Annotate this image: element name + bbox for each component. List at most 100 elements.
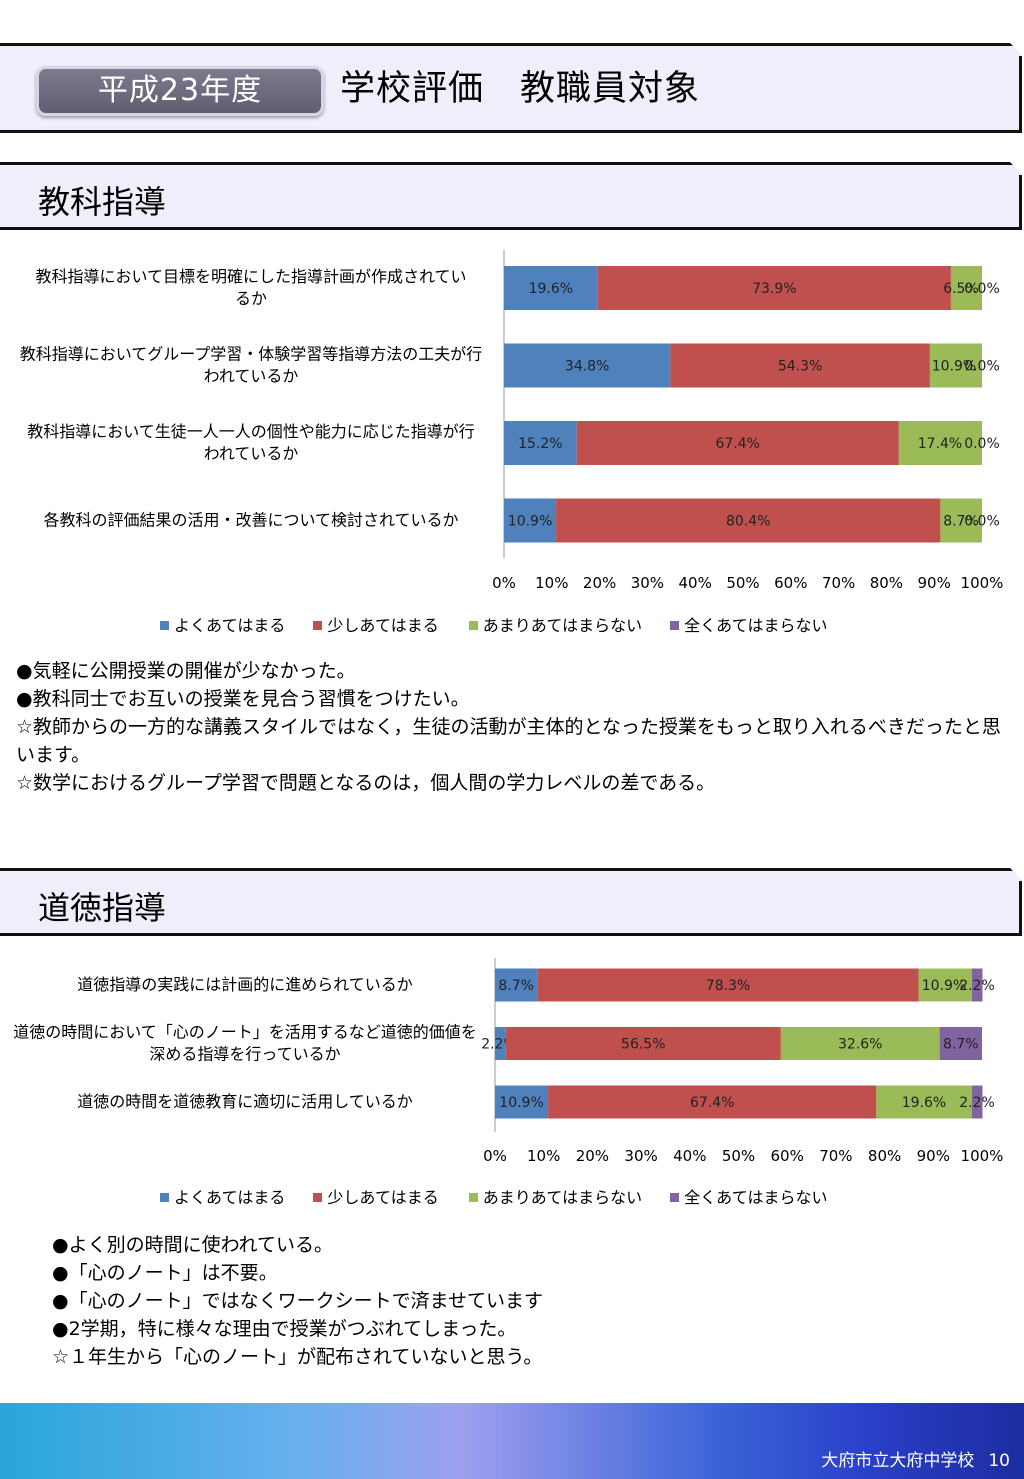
x-tick-label: 0% (483, 1147, 507, 1165)
section-banner-moral-guidance: 道徳指導 (0, 868, 1024, 936)
comment-line: ●教科同士でお互いの授業を見合う習慣をつけたい。 (16, 688, 470, 710)
bar-segment (495, 968, 538, 1002)
footer-text: 大府市立大府中学校 10 (807, 1446, 1010, 1471)
x-tick-label: 40% (679, 574, 712, 592)
legend-item: 少しあてはまる (313, 1184, 439, 1208)
data-label: 0.0% (964, 436, 1000, 452)
category-label: 道徳の時間において「心のノート」を活用するなど道徳的価値を (13, 1023, 477, 1042)
section-title: 道徳指導 (38, 889, 167, 927)
x-tick-label: 40% (673, 1147, 706, 1165)
chart-legend: よくあてはまる 少しあてはまる あまりあてはまらない 全くあてはまらない (160, 612, 856, 636)
legend-label: 全くあてはまらない (684, 616, 828, 635)
x-tick-label: 90% (917, 1147, 950, 1165)
year-badge: 平成23年度 (36, 66, 324, 116)
bar-segment (940, 498, 982, 543)
x-tick-label: 20% (583, 574, 616, 592)
data-label: 6.5% (943, 281, 979, 297)
bar-segment (495, 1027, 506, 1060)
category-label: 道徳指導の実践には計画的に進められているか (77, 975, 413, 994)
x-tick-label: 80% (870, 574, 903, 592)
legend-label: 全くあてはまらない (684, 1188, 828, 1207)
x-tick-label: 80% (868, 1147, 901, 1165)
comment-line: ●よく別の時間に使われている。 (52, 1234, 334, 1256)
banner-edge (1019, 56, 1022, 133)
bar-segment (576, 421, 899, 465)
bar-segment (898, 421, 982, 465)
school-name: 大府市立大府中学校 (821, 1451, 975, 1471)
legend-swatch (670, 621, 680, 630)
comment-line: ●気軽に公開授業の開催が少なかった。 (16, 660, 356, 682)
category-label: 教科指導においてグループ学習・体験学習等指導方法の工夫が行 (20, 345, 483, 364)
category-label: われているか (204, 444, 299, 463)
bar-segment (971, 1085, 983, 1119)
data-label: 0.0% (964, 281, 1000, 297)
bar-segment (929, 343, 982, 388)
data-label: 8.7% (943, 514, 979, 530)
legend-item: 少しあてはまる (313, 612, 439, 636)
legend-item: よくあてはまる (160, 1184, 285, 1208)
category-label: 各教科の評価結果の活用・改善について検討されているか (43, 511, 458, 530)
legend-item: あまりあてはまらない (468, 612, 643, 636)
comment-line: ●2学期，特に様々な理由で授業がつぶれてしまった。 (52, 1318, 517, 1340)
x-tick-label: 90% (918, 574, 951, 592)
section-banner-subject-guidance: 教科指導 (0, 162, 1024, 230)
data-label: 73.9% (752, 281, 796, 297)
bar-segment (505, 1027, 781, 1060)
bar-segment (537, 968, 919, 1002)
legend-swatch (468, 1193, 478, 1202)
x-tick-label: 30% (631, 574, 664, 592)
legend-label: あまりあてはまらない (482, 1188, 643, 1207)
x-tick-label: 50% (722, 1147, 755, 1165)
data-label: 15.2% (518, 436, 562, 452)
data-label: 10.9% (922, 978, 966, 994)
chart-legend: よくあてはまる 少しあてはまる あまりあてはまらない 全くあてはまらない (160, 1184, 856, 1208)
legend-label: 少しあてはまる (327, 1188, 439, 1207)
bar-segment (950, 266, 982, 310)
legend-swatch (160, 1193, 169, 1202)
legend-swatch (670, 1193, 680, 1202)
bar-segment (918, 968, 972, 1002)
x-tick-label: 60% (774, 574, 807, 592)
bar-segment (597, 266, 951, 310)
chart-moral-guidance: 道徳指導の実践には計画的に進められているか 8.7% 78.3% 10.9%2.2%道… (13, 958, 1004, 1165)
bar-segment (548, 1085, 877, 1119)
footer-bar: 大府市立大府中学校 10 (0, 1403, 1024, 1479)
legend-item: 全くあてはまらない (670, 1184, 828, 1208)
x-tick-label: 30% (624, 1147, 657, 1165)
comments-subject-guidance: ●気軽に公開授業の開催が少なかった。 ●教科同士でお互いの授業を見合う習慣をつけ… (16, 657, 1016, 797)
section-title: 教科指導 (38, 183, 167, 221)
data-label: 19.6% (529, 281, 573, 297)
bar-segment (504, 421, 577, 465)
legend-label: あまりあてはまらない (482, 616, 643, 635)
legend-item: よくあてはまる (160, 612, 285, 636)
data-label: 0.0% (964, 359, 1000, 375)
bar-segment (504, 498, 557, 543)
data-label: 10.9% (508, 514, 552, 530)
legend-item: 全くあてはまらない (670, 612, 828, 636)
comment-line: ●「心のノート」は不要。 (52, 1262, 278, 1284)
legend-item: あまりあてはまらない (468, 1184, 643, 1208)
banner-edge (1019, 175, 1022, 230)
x-tick-label: 20% (576, 1147, 609, 1165)
page-title: 学校評価 教職員対象 (340, 69, 701, 109)
legend-label: よくあてはまる (174, 616, 286, 635)
bar-segment (495, 1085, 549, 1119)
bar-segment (504, 343, 671, 388)
category-label: 深める指導を行っているか (149, 1045, 340, 1064)
bar-segment (876, 1085, 972, 1119)
category-label: 教科指導において目標を明確にした指導計画が作成されてい (35, 267, 466, 286)
x-tick-label: 100% (961, 1147, 1004, 1165)
data-label: 78.3% (706, 978, 750, 994)
x-tick-label: 10% (527, 1147, 560, 1165)
data-label: 80.4% (726, 514, 770, 530)
comment-line: ☆数学におけるグループ学習で問題となるのは，個人間の学力レベルの差である。 (16, 772, 716, 794)
data-label: 56.5% (621, 1037, 665, 1053)
bar-segment (670, 343, 930, 388)
legend-label: 少しあてはまる (327, 616, 439, 635)
x-tick-label: 10% (535, 574, 568, 592)
data-label: 19.6% (902, 1095, 946, 1111)
x-tick-label: 70% (822, 574, 855, 592)
bar-segment (504, 266, 598, 310)
category-label: 教科指導において生徒一人一人の個性や能力に応じた指導が行 (27, 422, 475, 441)
